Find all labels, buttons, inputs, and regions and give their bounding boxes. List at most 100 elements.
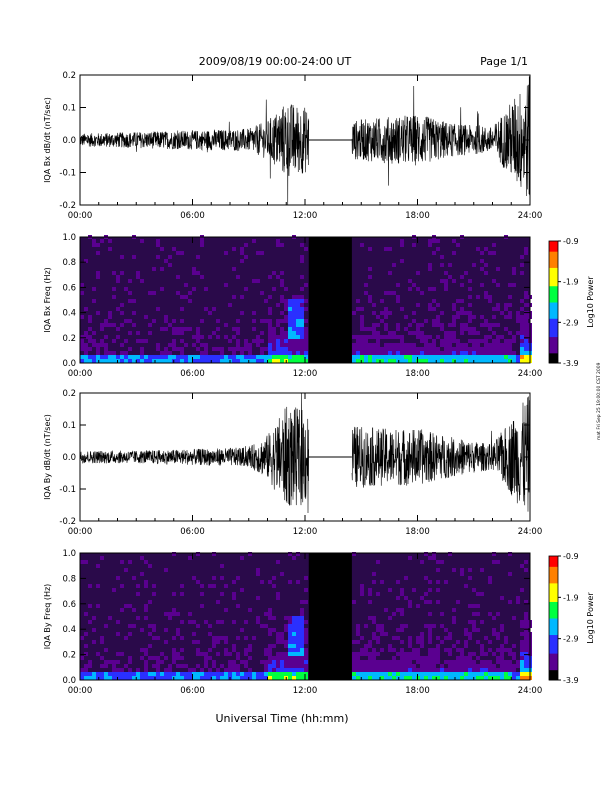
spectrogram-cell [524, 664, 528, 668]
spectrogram-cell [296, 335, 300, 339]
spectrogram-cell [232, 351, 236, 355]
spectrogram-cell [196, 255, 200, 259]
spectrogram-cell [408, 359, 412, 363]
spectrogram-cell [388, 588, 392, 592]
spectrogram-cell [132, 359, 136, 363]
spectrogram-cell [92, 628, 96, 632]
spectrogram-cell [116, 307, 120, 311]
spectrogram-cell [152, 656, 156, 660]
spectrogram-cell [444, 279, 448, 283]
spectrogram-cell [372, 632, 376, 636]
spectrogram-cell [480, 620, 484, 624]
spectrogram-cell [92, 339, 96, 343]
spectrogram-cell [292, 319, 296, 323]
spectrogram-cell [400, 335, 404, 339]
spectrogram-cell [128, 355, 132, 359]
spectrogram-cell [160, 672, 164, 676]
spectrogram-cell [452, 668, 456, 672]
y-axis-label: IQA Bx Freq (Hz) [43, 267, 52, 333]
spectrogram-cell [516, 596, 520, 600]
spectrogram-cell [180, 327, 184, 331]
spectrogram-cell [272, 628, 276, 632]
spectrogram-cell [372, 331, 376, 335]
spectrogram-cell [512, 355, 516, 359]
spectrogram-cell [400, 668, 404, 672]
spectrogram-cell [84, 355, 88, 359]
spectrogram-cell [172, 347, 176, 351]
spectrogram-cell [172, 612, 176, 616]
spectrogram-cell [500, 343, 504, 347]
spectrogram-cell [124, 319, 128, 323]
spectrogram-cell [304, 668, 308, 672]
spectrogram-cell [300, 632, 304, 636]
spectrogram-cell [400, 339, 404, 343]
colorbar-segment [549, 326, 558, 329]
spectrogram-cell [300, 672, 304, 676]
colorbar-segment [549, 661, 558, 664]
spectrogram-cell [388, 351, 392, 355]
spectrogram-cell [372, 359, 376, 363]
spectrogram-cell [500, 311, 504, 315]
colorbar-segment [549, 261, 558, 264]
spectrogram-cell [436, 676, 440, 680]
spectrogram-cell [280, 331, 284, 335]
spectrogram-cell [148, 359, 152, 363]
spectrogram-cell [124, 672, 128, 676]
spectrogram-cell [500, 648, 504, 652]
spectrogram-cell [288, 315, 292, 319]
x-tick-label: 06:00 [180, 527, 205, 537]
bx-spectrogram-panel: 1.00.80.60.40.20.000:00 06:00 12:00 18:00 24… [43, 233, 542, 379]
spectrogram-cell [380, 660, 384, 664]
spectrogram-cell [404, 596, 408, 600]
spectrogram-cell [396, 668, 400, 672]
spectrogram-cell [136, 271, 140, 275]
spectrogram-cell [432, 664, 436, 668]
spectrogram-cell [524, 660, 528, 664]
spectrogram-cell [400, 259, 404, 263]
spectrogram-cell [492, 331, 496, 335]
spectrogram-cell [280, 636, 284, 640]
spectrogram-cell [120, 323, 124, 327]
spectrogram-cell [440, 311, 444, 315]
spectrogram-cell [460, 652, 464, 656]
spectrogram-cell [432, 676, 436, 680]
spectrogram-cell [296, 303, 300, 307]
spectrogram-cell [184, 359, 188, 363]
spectrogram-cell [288, 632, 292, 636]
spectrogram-cell [428, 243, 432, 247]
colorbar-segment [549, 322, 558, 325]
spectrogram-cell [284, 315, 288, 319]
spectrogram-cell [112, 287, 116, 291]
spectrogram-cell [112, 588, 116, 592]
spectrogram-cell [264, 319, 268, 323]
spectrogram-cell [416, 652, 420, 656]
spectrogram-cell [128, 604, 132, 608]
spectrogram-cell [408, 664, 412, 668]
spectrogram-cell [360, 343, 364, 347]
spectrogram-cell [168, 612, 172, 616]
spectrogram-cell [304, 359, 308, 363]
spectrogram-cell [372, 572, 376, 576]
spectrogram-cell [392, 612, 396, 616]
spectrogram-cell [404, 672, 408, 676]
colorbar-segment [549, 675, 558, 679]
spectrogram-cell [496, 307, 500, 311]
spectrogram-cell [432, 355, 436, 359]
colorbar-segment [549, 299, 558, 303]
colorbar-segment [549, 603, 558, 607]
spectrogram-cell [128, 656, 132, 660]
spectrogram-cell [208, 584, 212, 588]
colorbar-segment [549, 644, 558, 648]
spectrogram-cell [508, 303, 512, 307]
spectrogram-cell [488, 576, 492, 580]
spectrogram-cell [104, 347, 108, 351]
spectrogram-cell [244, 664, 248, 668]
spectrogram-cell [468, 319, 472, 323]
spectrogram-cell [436, 636, 440, 640]
spectrogram-cell [296, 668, 300, 672]
spectrogram-cell [392, 668, 396, 672]
y-axis-label: IQA Bx dB/dt (nT/sec) [43, 97, 52, 183]
spectrogram-cell [424, 355, 428, 359]
colorbar-segment [549, 293, 558, 297]
